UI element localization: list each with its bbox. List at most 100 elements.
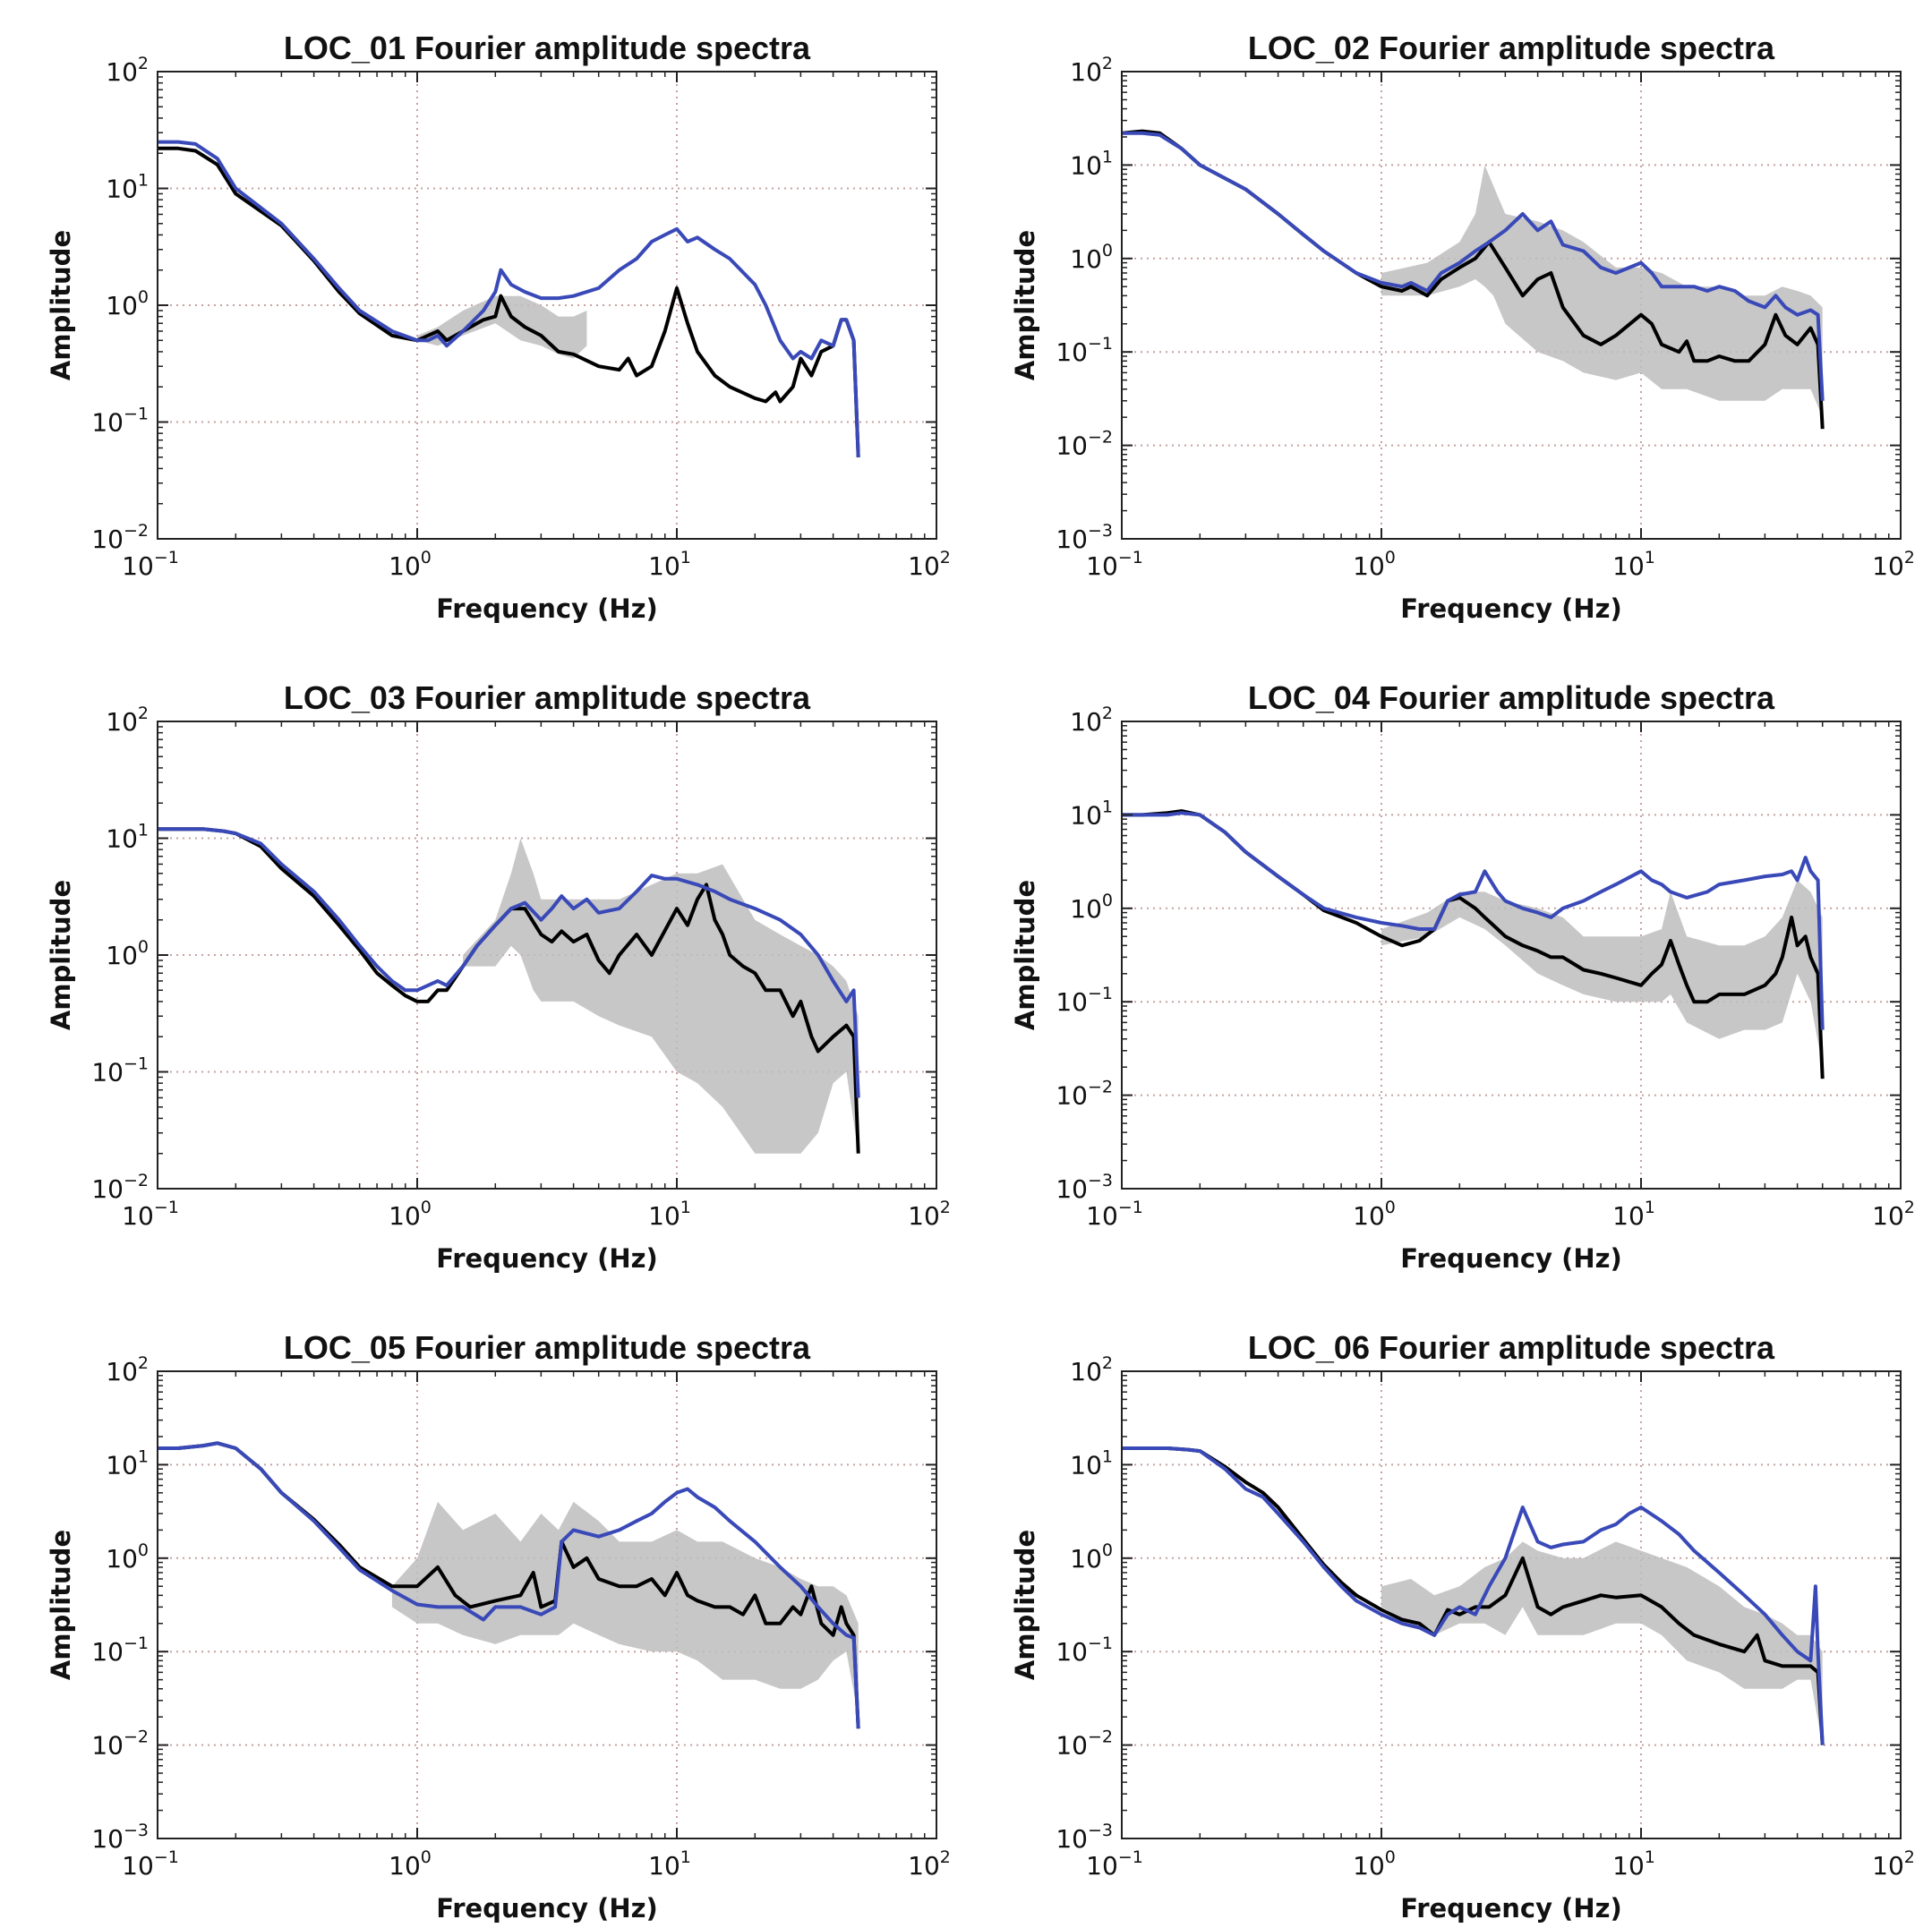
range-band <box>417 295 587 359</box>
range-band <box>1381 165 1823 418</box>
plot-content <box>158 1441 860 1729</box>
x-tick-label: 102 <box>1872 1198 1915 1231</box>
x-tick-label: 102 <box>908 548 951 581</box>
y-tick-label: 102 <box>106 704 149 737</box>
y-tick-label: 101 <box>1070 1446 1113 1480</box>
y-tick-label: 101 <box>106 1446 149 1480</box>
y-tick-label: 102 <box>1070 54 1113 87</box>
plot-frame <box>1121 721 1902 1190</box>
plot-frame <box>1121 1370 1902 1839</box>
chart-panel-6: 10−1 100 101 102 10−3 10−2 10−1 100 101 102 LOC_06… <box>1010 1329 1915 1924</box>
chart-panel-5: 10−1 100 101 102 10−3 10−2 10−1 100 101 102 LOC_05… <box>46 1329 951 1924</box>
x-tick-label: 100 <box>1353 1847 1396 1881</box>
x-axis-title: Frequency (Hz) <box>436 593 658 624</box>
y-tick-label: 102 <box>1070 704 1113 737</box>
y-tick-label: 10−1 <box>1056 1634 1113 1667</box>
y-tick-label: 10−1 <box>91 1054 149 1088</box>
chart-panel-4: 10−1 100 101 102 10−3 10−2 10−1 100 101 102 LOC_04… <box>1010 679 1915 1274</box>
y-tick-label: 101 <box>106 821 149 854</box>
x-tick-label: 101 <box>648 548 691 581</box>
x-tick-label: 102 <box>908 1847 951 1881</box>
x-tick-label: 100 <box>389 1198 432 1231</box>
y-tick-label: 100 <box>1070 891 1113 924</box>
y-tick-label: 10−2 <box>1056 428 1113 461</box>
x-tick-label: 102 <box>1872 1847 1915 1881</box>
y-tick-label: 10−3 <box>1056 521 1113 554</box>
y-tick-label: 10−3 <box>91 1821 149 1854</box>
x-tick-label: 10−1 <box>1086 548 1143 581</box>
x-axis-title: Frequency (Hz) <box>436 1243 658 1274</box>
x-tick-label: 101 <box>1612 1847 1655 1881</box>
series-line-mean <box>158 146 860 457</box>
y-tick-label: 101 <box>1070 797 1113 830</box>
y-tick-label: 10−1 <box>1056 334 1113 367</box>
x-tick-label: 101 <box>648 1847 691 1881</box>
y-tick-label: 102 <box>1070 1353 1113 1386</box>
x-tick-label: 10−1 <box>1086 1847 1143 1881</box>
y-axis-title: Amplitude <box>46 1530 76 1680</box>
x-axis-title: Frequency (Hz) <box>1400 1243 1622 1274</box>
x-axis-title: Frequency (Hz) <box>436 1893 658 1924</box>
y-tick-label: 100 <box>106 937 149 970</box>
x-tick-label: 102 <box>1872 548 1915 581</box>
x-tick-label: 101 <box>648 1198 691 1231</box>
x-tick-label: 10−1 <box>122 548 179 581</box>
plot-content <box>1122 809 1825 1079</box>
y-tick-label: 10−1 <box>1056 984 1113 1017</box>
y-tick-label: 10−3 <box>1056 1821 1113 1854</box>
plot-content <box>1122 129 1825 430</box>
plot-frame <box>157 1370 937 1839</box>
y-tick-label: 102 <box>106 54 149 87</box>
y-axis-title: Amplitude <box>46 230 76 380</box>
x-tick-label: 100 <box>1353 548 1396 581</box>
x-axis-title: Frequency (Hz) <box>1400 593 1622 624</box>
y-axis-title: Amplitude <box>1010 230 1040 380</box>
x-tick-label: 10−1 <box>122 1198 179 1231</box>
x-tick-label: 10−1 <box>122 1847 179 1881</box>
x-tick-label: 100 <box>389 548 432 581</box>
y-tick-label: 10−2 <box>1056 1728 1113 1761</box>
chart-title: LOC_04 Fourier amplitude spectra <box>1248 679 1775 716</box>
chart-title: LOC_02 Fourier amplitude spectra <box>1248 30 1775 66</box>
series-line-reference <box>158 827 860 1098</box>
y-tick-label: 10−3 <box>1056 1171 1113 1204</box>
chart-title: LOC_05 Fourier amplitude spectra <box>284 1329 811 1366</box>
plot-content <box>158 140 860 457</box>
chart-title: LOC_03 Fourier amplitude spectra <box>284 679 811 716</box>
y-tick-label: 101 <box>1070 147 1113 180</box>
series-line-reference <box>1122 131 1825 401</box>
y-axis-title: Amplitude <box>1010 880 1040 1030</box>
chart-panel-2: 10−1 100 101 102 10−3 10−2 10−1 100 101 102 LOC_02… <box>1010 30 1915 624</box>
series-line-mean <box>158 827 860 1154</box>
y-tick-label: 101 <box>106 171 149 204</box>
chart-title: LOC_01 Fourier amplitude spectra <box>284 30 811 66</box>
y-tick-label: 100 <box>106 287 149 320</box>
y-tick-label: 100 <box>106 1540 149 1574</box>
y-axis-title: Amplitude <box>46 880 76 1030</box>
y-tick-label: 100 <box>1070 1540 1113 1574</box>
y-tick-label: 10−2 <box>1056 1078 1113 1111</box>
y-tick-label: 10−2 <box>91 521 149 554</box>
x-tick-label: 101 <box>1612 548 1655 581</box>
x-axis-title: Frequency (Hz) <box>1400 1893 1622 1924</box>
y-tick-label: 10−1 <box>91 405 149 438</box>
range-band <box>391 1501 859 1718</box>
x-tick-label: 100 <box>389 1847 432 1881</box>
plot-content <box>1122 1446 1825 1745</box>
plot-frame <box>1121 71 1902 540</box>
x-tick-label: 100 <box>1353 1198 1396 1231</box>
range-band <box>1381 1541 1823 1745</box>
x-tick-label: 10−1 <box>1086 1198 1143 1231</box>
y-tick-label: 10−2 <box>91 1728 149 1761</box>
series-line-mean <box>1122 1446 1825 1745</box>
x-tick-label: 102 <box>908 1198 951 1231</box>
series-line-reference <box>1122 811 1825 1030</box>
y-tick-label: 10−2 <box>91 1171 149 1204</box>
series-line-reference <box>1122 1446 1825 1745</box>
chart-title: LOC_06 Fourier amplitude spectra <box>1248 1329 1775 1366</box>
y-tick-label: 100 <box>1070 241 1113 274</box>
x-tick-label: 101 <box>1612 1198 1655 1231</box>
